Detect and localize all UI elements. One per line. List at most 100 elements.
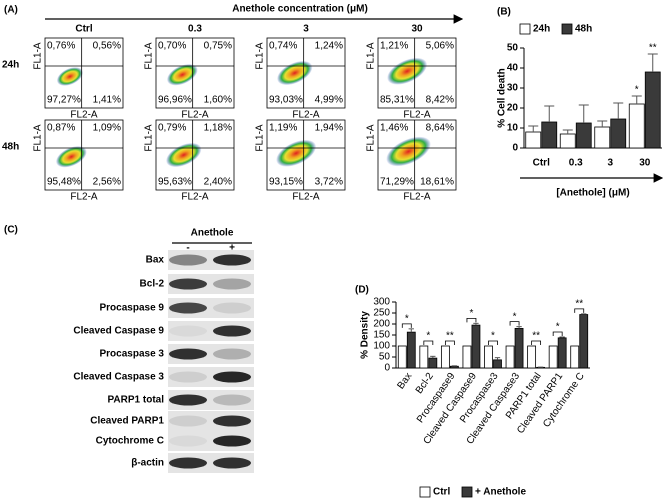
significance-bracket	[444, 340, 455, 345]
quadrant-value: 8,64%	[426, 123, 454, 134]
panel-label: (A)	[4, 5, 18, 16]
significance-bracket	[488, 340, 498, 345]
panel-label: (C)	[4, 225, 18, 236]
bar	[628, 103, 645, 149]
quadrant-value: 97,27%	[47, 95, 81, 106]
bar	[579, 314, 589, 369]
y-axis-label: % Cell death	[497, 68, 508, 127]
bar	[440, 345, 450, 369]
protein-label: PARP1 total	[108, 395, 165, 406]
quadrant-value: 0,75%	[204, 41, 232, 52]
panel-label: (B)	[497, 7, 511, 18]
quadrant-value: 93,15%	[269, 177, 303, 188]
quadrant-value: 1,18%	[204, 123, 232, 134]
quadrant-value: 85,31%	[380, 95, 414, 106]
blot-band	[169, 394, 207, 406]
axis-label: FL1-A	[255, 124, 266, 152]
significance: *	[426, 331, 430, 342]
bar	[575, 122, 592, 149]
quadrant-value: 95,63%	[158, 177, 192, 188]
significance-bracket	[509, 321, 520, 326]
axis-label: FL2-A	[292, 110, 320, 121]
protein-label: Bcl-2	[140, 279, 165, 290]
treatment-label: Anethole	[191, 228, 234, 239]
blot-band	[213, 278, 251, 290]
bar	[570, 345, 580, 369]
bar	[644, 71, 661, 149]
axis-label: FL2-A	[181, 110, 209, 121]
axis-label: FL1-A	[144, 42, 155, 70]
y-tick-label: 0	[512, 143, 518, 154]
bar	[419, 345, 429, 369]
quadrant-value: 71,29%	[380, 177, 414, 188]
quadrant-value: 1,94%	[315, 123, 343, 134]
x-tick-label: Bax	[396, 371, 415, 391]
bar	[505, 345, 515, 369]
y-tick-label: 150	[373, 330, 390, 341]
x-tick-label: 0.3	[569, 158, 583, 169]
axis-label: FL2-A	[70, 192, 98, 203]
blot-band	[169, 348, 207, 360]
quadrant-value: 18,61%	[420, 177, 454, 188]
significance-bracket	[466, 317, 477, 323]
axis-label: FL1-A	[33, 124, 44, 152]
y-tick-label: 40	[507, 63, 519, 74]
y-tick-label: 50	[507, 43, 519, 54]
bar	[406, 331, 416, 369]
plot-frame	[44, 37, 124, 109]
significance-bracket	[423, 340, 434, 345]
quadrant-value: 0,74%	[269, 41, 297, 52]
x-axis-label: [Anethole] (μM)	[556, 188, 629, 199]
blot-band	[213, 457, 251, 469]
cell-cloud	[276, 139, 317, 167]
blot-band	[213, 254, 251, 266]
significance: **	[532, 331, 540, 342]
axis-label: FL1-A	[255, 42, 266, 70]
lane-label: -	[186, 243, 189, 254]
axis-label: FL2-A	[403, 192, 431, 203]
bar	[514, 327, 524, 369]
bar	[484, 345, 493, 369]
quadrant-value: 8,42%	[426, 95, 454, 106]
column-label: 30	[411, 24, 423, 35]
quadrant-value: 1,46%	[380, 123, 408, 134]
quadrant-value: 93,03%	[269, 95, 303, 106]
legend-label: 24h	[533, 24, 550, 35]
significance-bracket	[531, 340, 542, 345]
legend-label: Ctrl	[433, 487, 450, 498]
y-tick-label: 200	[373, 319, 390, 330]
bar	[449, 365, 459, 369]
bar	[541, 121, 558, 149]
blot-band	[213, 394, 251, 406]
y-tick-label: 300	[373, 297, 390, 308]
y-tick-label: 30	[507, 83, 519, 94]
column-label: 0.3	[188, 24, 202, 35]
legend-swatch	[561, 23, 573, 35]
legend-swatch	[419, 486, 431, 498]
y-tick-label: 50	[379, 352, 391, 363]
y-tick-label: 250	[373, 308, 390, 319]
axis-label: FL2-A	[403, 110, 431, 121]
blot-band	[213, 415, 251, 427]
blot-band	[213, 325, 251, 337]
x-tick-label: 3	[607, 158, 613, 169]
protein-label: Bax	[146, 255, 165, 266]
quadrant-value: 1,60%	[204, 95, 232, 106]
bar	[471, 324, 481, 369]
significance: *	[491, 331, 495, 342]
quadrant-value: 1,21%	[380, 41, 408, 52]
bar	[462, 345, 472, 369]
cell-cloud	[56, 67, 84, 86]
column-label: 3	[303, 24, 309, 35]
significance: *	[469, 308, 473, 319]
legend-label: + Anethole	[475, 487, 526, 498]
significance: *	[405, 313, 409, 324]
row-label: 24h	[2, 60, 19, 71]
significance: **	[575, 299, 583, 310]
quadrant-value: 0,56%	[93, 41, 121, 52]
bar	[594, 126, 611, 149]
blot-band	[169, 457, 207, 469]
quadrant-value: 4,99%	[315, 95, 343, 106]
protein-label: β-actin	[131, 458, 164, 469]
